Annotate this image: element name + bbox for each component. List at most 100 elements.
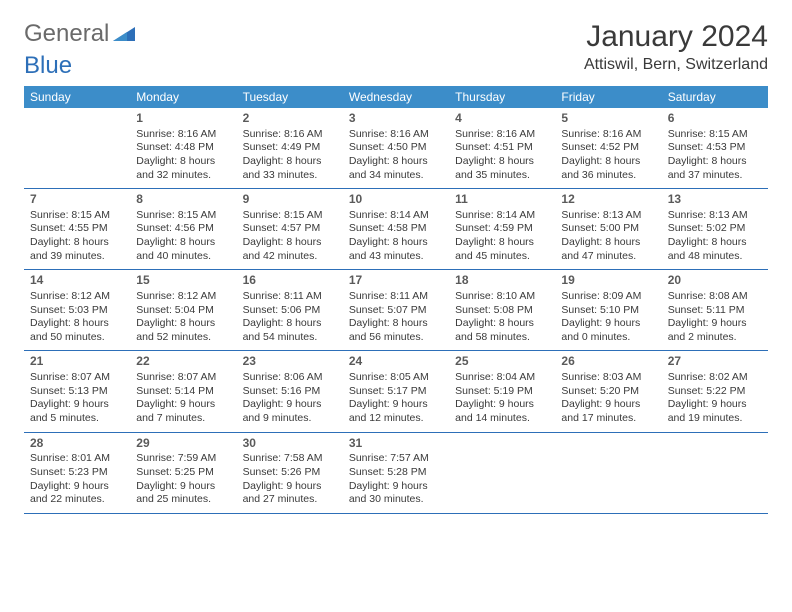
logo-text-2: Blue	[24, 52, 72, 79]
logo: General	[24, 20, 137, 48]
day-daylight2-line: and 32 minutes.	[136, 169, 230, 183]
day-sunset-line: Sunset: 5:02 PM	[668, 222, 762, 236]
day-daylight2-line: and 42 minutes.	[243, 250, 337, 264]
weekday-header-cell: Tuesday	[237, 86, 343, 108]
day-cell: 17Sunrise: 8:11 AMSunset: 5:07 PMDayligh…	[343, 270, 449, 350]
day-cell: 9Sunrise: 8:15 AMSunset: 4:57 PMDaylight…	[237, 189, 343, 269]
day-sunset-line: Sunset: 4:58 PM	[349, 222, 443, 236]
day-number: 21	[30, 354, 124, 370]
day-daylight2-line: and 48 minutes.	[668, 250, 762, 264]
day-daylight1-line: Daylight: 8 hours	[243, 236, 337, 250]
day-daylight1-line: Daylight: 8 hours	[561, 236, 655, 250]
day-sunset-line: Sunset: 4:55 PM	[30, 222, 124, 236]
day-number: 6	[668, 111, 762, 127]
day-sunrise-line: Sunrise: 8:16 AM	[561, 128, 655, 142]
day-daylight1-line: Daylight: 8 hours	[455, 317, 549, 331]
day-sunset-line: Sunset: 5:13 PM	[30, 385, 124, 399]
day-sunset-line: Sunset: 5:07 PM	[349, 304, 443, 318]
page-header: General January 2024 Attiswil, Bern, Swi…	[24, 20, 768, 74]
day-cell: 21Sunrise: 8:07 AMSunset: 5:13 PMDayligh…	[24, 351, 130, 431]
day-sunrise-line: Sunrise: 8:12 AM	[30, 290, 124, 304]
day-cell: 6Sunrise: 8:15 AMSunset: 4:53 PMDaylight…	[662, 108, 768, 188]
day-number: 19	[561, 273, 655, 289]
day-sunrise-line: Sunrise: 8:16 AM	[349, 128, 443, 142]
day-daylight1-line: Daylight: 8 hours	[455, 155, 549, 169]
day-daylight1-line: Daylight: 9 hours	[561, 317, 655, 331]
day-daylight2-line: and 52 minutes.	[136, 331, 230, 345]
day-daylight2-line: and 40 minutes.	[136, 250, 230, 264]
day-daylight2-line: and 37 minutes.	[668, 169, 762, 183]
day-daylight1-line: Daylight: 9 hours	[349, 480, 443, 494]
day-daylight1-line: Daylight: 8 hours	[349, 155, 443, 169]
day-sunset-line: Sunset: 5:26 PM	[243, 466, 337, 480]
day-daylight1-line: Daylight: 9 hours	[668, 317, 762, 331]
day-number: 5	[561, 111, 655, 127]
day-sunset-line: Sunset: 5:25 PM	[136, 466, 230, 480]
day-daylight1-line: Daylight: 8 hours	[561, 155, 655, 169]
day-daylight1-line: Daylight: 8 hours	[349, 317, 443, 331]
day-number: 9	[243, 192, 337, 208]
day-sunset-line: Sunset: 5:17 PM	[349, 385, 443, 399]
day-sunrise-line: Sunrise: 8:15 AM	[30, 209, 124, 223]
day-number: 13	[668, 192, 762, 208]
day-daylight2-line: and 14 minutes.	[455, 412, 549, 426]
day-sunrise-line: Sunrise: 8:13 AM	[668, 209, 762, 223]
day-daylight1-line: Daylight: 9 hours	[668, 398, 762, 412]
weekday-header-row: SundayMondayTuesdayWednesdayThursdayFrid…	[24, 86, 768, 108]
day-number: 27	[668, 354, 762, 370]
day-number: 24	[349, 354, 443, 370]
day-sunrise-line: Sunrise: 8:14 AM	[455, 209, 549, 223]
day-sunset-line: Sunset: 4:51 PM	[455, 141, 549, 155]
day-cell: 14Sunrise: 8:12 AMSunset: 5:03 PMDayligh…	[24, 270, 130, 350]
day-sunrise-line: Sunrise: 8:16 AM	[136, 128, 230, 142]
day-number: 29	[136, 436, 230, 452]
day-daylight1-line: Daylight: 8 hours	[455, 236, 549, 250]
weekday-header-cell: Wednesday	[343, 86, 449, 108]
calendar-grid: SundayMondayTuesdayWednesdayThursdayFrid…	[24, 86, 768, 514]
weekday-header-cell: Saturday	[662, 86, 768, 108]
day-number: 2	[243, 111, 337, 127]
day-cell: 15Sunrise: 8:12 AMSunset: 5:04 PMDayligh…	[130, 270, 236, 350]
day-sunrise-line: Sunrise: 7:57 AM	[349, 452, 443, 466]
day-daylight2-line: and 12 minutes.	[349, 412, 443, 426]
day-sunrise-line: Sunrise: 8:14 AM	[349, 209, 443, 223]
day-number: 31	[349, 436, 443, 452]
day-sunrise-line: Sunrise: 8:16 AM	[455, 128, 549, 142]
day-cell: 20Sunrise: 8:08 AMSunset: 5:11 PMDayligh…	[662, 270, 768, 350]
day-number: 20	[668, 273, 762, 289]
day-cell: 5Sunrise: 8:16 AMSunset: 4:52 PMDaylight…	[555, 108, 661, 188]
day-sunset-line: Sunset: 4:49 PM	[243, 141, 337, 155]
day-daylight2-line: and 34 minutes.	[349, 169, 443, 183]
week-row: 28Sunrise: 8:01 AMSunset: 5:23 PMDayligh…	[24, 433, 768, 514]
day-daylight1-line: Daylight: 8 hours	[136, 155, 230, 169]
logo-text-1: General	[24, 20, 109, 48]
day-sunrise-line: Sunrise: 8:11 AM	[349, 290, 443, 304]
day-number: 17	[349, 273, 443, 289]
day-number: 25	[455, 354, 549, 370]
day-sunset-line: Sunset: 4:59 PM	[455, 222, 549, 236]
day-cell: 30Sunrise: 7:58 AMSunset: 5:26 PMDayligh…	[237, 433, 343, 513]
day-daylight2-line: and 5 minutes.	[30, 412, 124, 426]
location-label: Attiswil, Bern, Switzerland	[584, 56, 768, 74]
day-sunset-line: Sunset: 5:28 PM	[349, 466, 443, 480]
day-daylight2-line: and 22 minutes.	[30, 493, 124, 507]
day-daylight1-line: Daylight: 8 hours	[349, 236, 443, 250]
day-number: 18	[455, 273, 549, 289]
day-daylight2-line: and 7 minutes.	[136, 412, 230, 426]
day-cell: 25Sunrise: 8:04 AMSunset: 5:19 PMDayligh…	[449, 351, 555, 431]
day-cell: 2Sunrise: 8:16 AMSunset: 4:49 PMDaylight…	[237, 108, 343, 188]
day-sunrise-line: Sunrise: 8:06 AM	[243, 371, 337, 385]
day-sunset-line: Sunset: 5:10 PM	[561, 304, 655, 318]
day-cell: 19Sunrise: 8:09 AMSunset: 5:10 PMDayligh…	[555, 270, 661, 350]
day-sunset-line: Sunset: 5:08 PM	[455, 304, 549, 318]
logo-triangle-icon	[113, 23, 135, 46]
day-sunset-line: Sunset: 5:14 PM	[136, 385, 230, 399]
day-number: 22	[136, 354, 230, 370]
day-sunrise-line: Sunrise: 8:03 AM	[561, 371, 655, 385]
day-sunset-line: Sunset: 5:11 PM	[668, 304, 762, 318]
day-number: 10	[349, 192, 443, 208]
day-daylight2-line: and 45 minutes.	[455, 250, 549, 264]
day-sunrise-line: Sunrise: 8:09 AM	[561, 290, 655, 304]
day-cell: 16Sunrise: 8:11 AMSunset: 5:06 PMDayligh…	[237, 270, 343, 350]
day-sunset-line: Sunset: 5:22 PM	[668, 385, 762, 399]
